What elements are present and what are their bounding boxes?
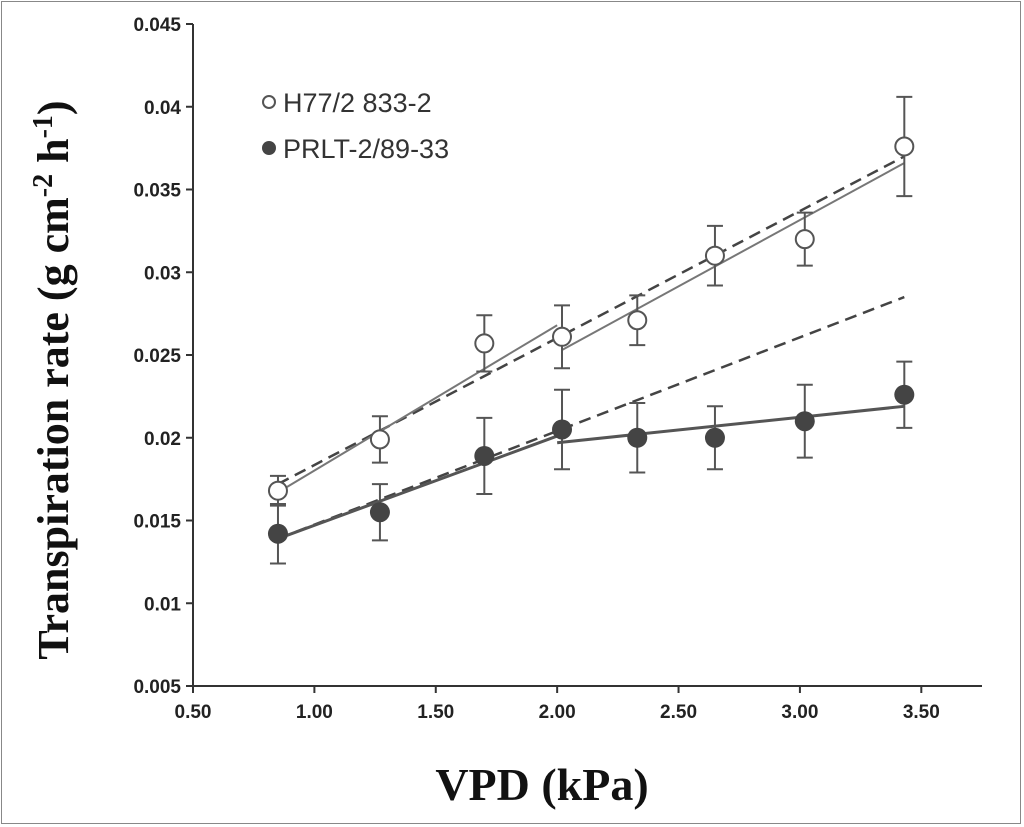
- fit-line-solid-2: [556, 404, 905, 445]
- legend-marker-open: [262, 95, 276, 109]
- fit-line-solid-2: [277, 434, 558, 541]
- y-tick-label: 0.025: [133, 346, 181, 367]
- data-point-filled: [474, 445, 495, 466]
- fit-line-solid-1: [561, 162, 905, 351]
- data-point-open: [474, 333, 495, 354]
- fit-line-solid-1: [277, 324, 558, 494]
- data-point-open: [704, 245, 725, 266]
- y-tick-label: 0.045: [133, 15, 181, 36]
- y-tick-label: 0.02: [144, 429, 181, 450]
- y-tick-label: 0.03: [144, 263, 181, 284]
- data-point-filled: [369, 502, 390, 523]
- data-point-filled: [552, 419, 573, 440]
- y-tick-label: 0.01: [144, 594, 181, 615]
- legend: H77/2 833-2 PRLT-2/89-33: [262, 88, 449, 164]
- legend-label-1: H77/2 833-2: [283, 88, 432, 118]
- data-point-filled: [894, 384, 915, 405]
- data-point-open: [369, 429, 390, 450]
- y-tick-label: 0.015: [133, 512, 181, 533]
- x-tick-label: 3.50: [903, 702, 940, 723]
- y-axis-label: Transpiration rate (g cm-2 h-1): [28, 100, 78, 659]
- x-tick-label: 1.00: [296, 702, 333, 723]
- data-point-filled: [794, 411, 815, 432]
- x-axis-label: VPD (kPa): [435, 759, 648, 810]
- x-tick-label: 1.50: [417, 702, 454, 723]
- x-tick-label: 3.00: [781, 702, 818, 723]
- y-tick-label: 0.04: [144, 98, 181, 119]
- y-tick-label: 0.005: [133, 677, 181, 698]
- data-point-open: [267, 480, 288, 501]
- data-point-open: [794, 229, 815, 250]
- y-tick-label: 0.035: [133, 181, 181, 202]
- data-point-open: [894, 136, 915, 157]
- data-point-filled: [267, 523, 288, 544]
- legend-label-2: PRLT-2/89-33: [283, 134, 449, 164]
- fit-line-dashed-2: [277, 295, 905, 540]
- data-point-filled: [627, 427, 648, 448]
- x-tick-label: 0.50: [175, 702, 212, 723]
- data-point-open: [552, 326, 573, 347]
- data-point-filled: [704, 427, 725, 448]
- data-point-open: [627, 310, 648, 331]
- legend-marker-filled: [262, 141, 276, 155]
- x-tick-label: 2.00: [539, 702, 576, 723]
- x-tick-label: 2.50: [660, 702, 697, 723]
